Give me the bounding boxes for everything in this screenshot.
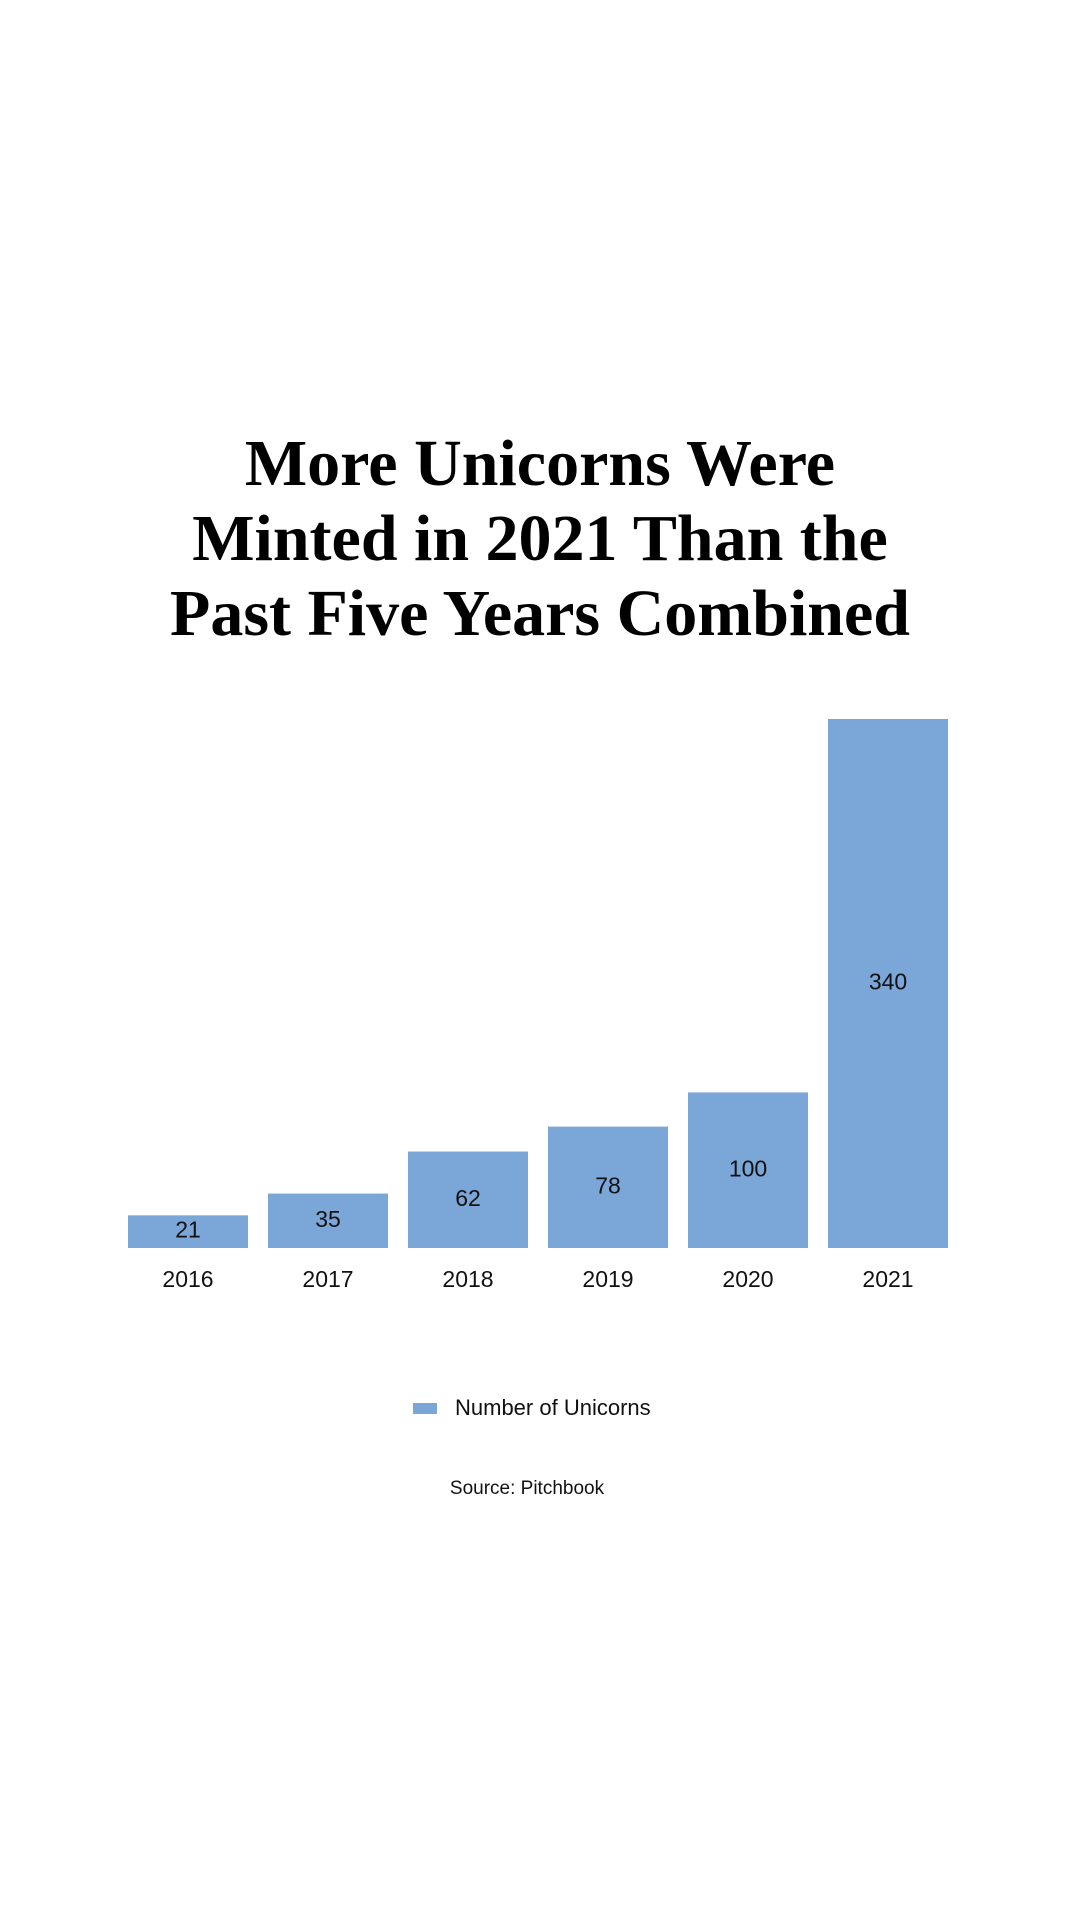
bar (828, 719, 948, 1248)
x-tick-label: 2021 (862, 1266, 913, 1292)
x-tick-label: 2017 (302, 1266, 353, 1292)
value-label: 100 (729, 1155, 767, 1181)
chart-title: Past Five Years Combined (170, 577, 910, 650)
x-tick-label: 2020 (722, 1266, 773, 1292)
legend-swatch (413, 1403, 437, 1414)
value-label: 62 (455, 1185, 481, 1211)
chart-title: More Unicorns Were (245, 427, 835, 500)
value-label: 78 (595, 1172, 621, 1198)
x-tick-label: 2016 (162, 1266, 213, 1292)
legend-label: Number of Unicorns (455, 1395, 651, 1420)
value-label: 340 (869, 969, 907, 995)
value-label: 35 (315, 1206, 341, 1232)
bar (128, 1215, 248, 1248)
x-tick-label: 2018 (442, 1266, 493, 1292)
bar (408, 1151, 528, 1248)
chart-title: Minted in 2021 Than the (192, 502, 888, 575)
x-tick-label: 2019 (582, 1266, 633, 1292)
source-note: Source: Pitchbook (450, 1478, 605, 1499)
value-label: 21 (175, 1217, 201, 1243)
bar (688, 1092, 808, 1248)
bar (548, 1126, 668, 1248)
bar (268, 1193, 388, 1248)
